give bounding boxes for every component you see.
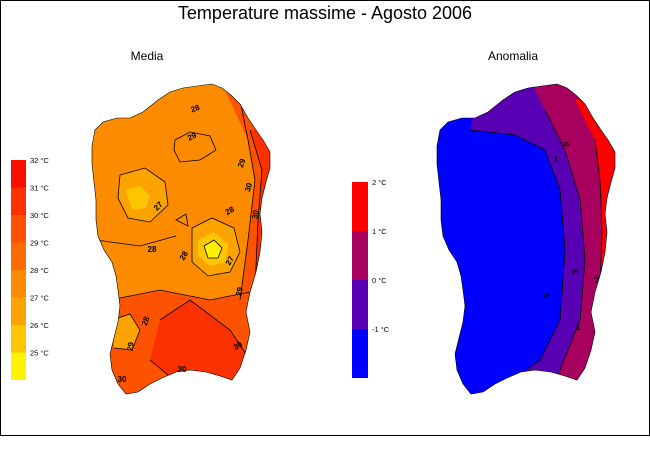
contour-label: 0 <box>571 269 580 274</box>
contour-label: 30 <box>118 375 127 384</box>
legend-label: 29 °C <box>30 239 49 248</box>
contour-label: 30 <box>243 181 254 192</box>
media-zone-26-north <box>126 186 150 210</box>
figure-title: Temperature massime - Agosto 2006 <box>177 3 473 23</box>
legend-label: 0 °C <box>372 276 387 285</box>
contour-label: 1 <box>554 155 559 164</box>
legend-swatch <box>11 297 26 325</box>
legend-label: 28 °C <box>30 266 49 275</box>
legend-swatch <box>352 280 368 329</box>
legend-swatch <box>11 160 26 188</box>
contour-label: 29 <box>234 286 245 297</box>
contour-label: 29 <box>236 157 248 169</box>
legend-swatch <box>11 352 26 380</box>
legend-label: -1 °C <box>372 325 390 334</box>
legend-swatch <box>11 325 26 353</box>
contour-label: 28 <box>140 315 152 327</box>
contour-label: 28 <box>148 245 157 254</box>
legend-swatch <box>11 242 26 270</box>
legend-label: 30 °C <box>30 211 49 220</box>
legend-swatch <box>352 231 368 280</box>
panel-title-anomalia: Anomalia <box>487 49 539 63</box>
legend-label: 31 °C <box>30 184 49 193</box>
panel-title-media: Media <box>130 49 164 63</box>
media-zone-30-south <box>150 300 250 385</box>
legend-label: 27 °C <box>30 294 49 303</box>
contour-label: 30 <box>178 365 187 374</box>
legend-label: 26 °C <box>30 321 49 330</box>
legend-anomalia: 2 °C 1 °C 0 °C -1 °C <box>352 178 390 378</box>
legend-swatch <box>11 187 26 215</box>
legend-label: 32 °C <box>30 156 49 165</box>
legend-label: 1 °C <box>372 227 387 236</box>
legend-swatch <box>352 329 368 378</box>
legend-swatch <box>352 182 368 231</box>
legend-swatch <box>11 215 26 243</box>
contour-label: 0 <box>543 293 552 298</box>
contour-label: 28 <box>189 103 201 115</box>
legend-label: 25 °C <box>30 349 49 358</box>
legend-swatch <box>11 270 26 298</box>
contour-label: 1 <box>576 323 581 332</box>
media-isolines <box>95 99 263 386</box>
media-zone-25-peak <box>204 240 222 258</box>
media-zone-27-southwest <box>112 314 140 350</box>
legend-media: 32 °C 31 °C 30 °C 29 °C 28 °C 27 °C 26 °C 25 °C <box>11 156 49 380</box>
contour-label: 29 <box>125 341 136 352</box>
legend-label: 2 °C <box>372 178 387 187</box>
contour-label: 29 <box>186 131 198 143</box>
contour-label: 30 <box>250 209 261 220</box>
contour-label: -1 <box>591 275 601 284</box>
contour-label: 0 <box>562 140 572 148</box>
